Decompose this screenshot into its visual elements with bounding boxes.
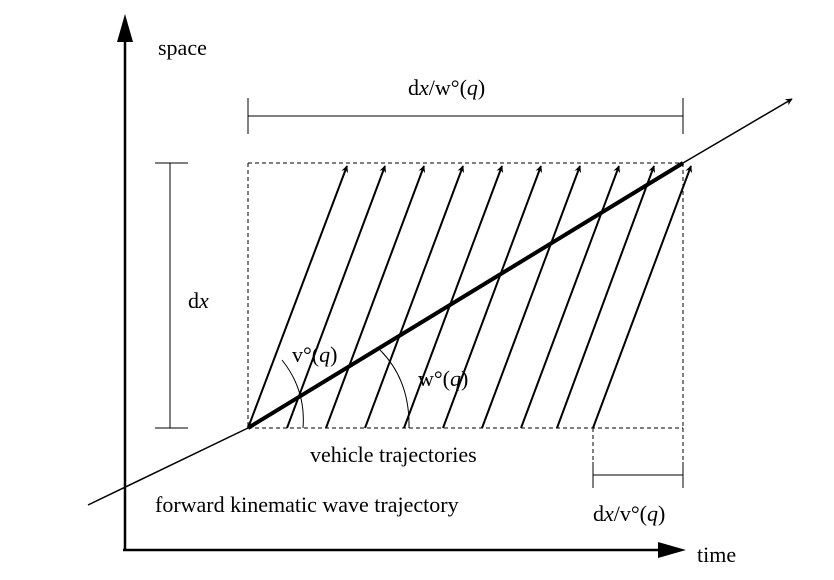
v-angle-arc: [281, 359, 304, 429]
vehicle-trajectory-2: [286, 165, 387, 429]
dx-label: dx: [188, 288, 209, 313]
vehicle-trajectories: [247, 165, 693, 429]
vehicle-trajectory-3: [325, 165, 426, 429]
forward-wave-main: [246, 161, 685, 430]
dx-v-label: dx/v°(q): [593, 501, 665, 526]
vehicle-trajectory-10: [592, 165, 693, 429]
axes: [117, 14, 686, 558]
dx-bracket: [155, 162, 188, 429]
forward-wave-lower: [87, 427, 249, 506]
vehicle-trajectory-8: [520, 165, 621, 429]
forward-wave-label: forward kinematic wave trajectory: [155, 492, 459, 517]
vehicle-trajectory-7: [481, 165, 582, 429]
v-angle-label: v°(q): [292, 342, 337, 367]
time-axis-arrow: [658, 542, 686, 558]
forward-wave: [87, 98, 793, 506]
w-angle-label: w°(q): [418, 366, 468, 391]
forward-wave-upper: [682, 98, 793, 164]
vehicle-trajectory-1: [247, 165, 349, 429]
space-axis-arrow: [117, 14, 133, 42]
vehicle-trajectory-4: [364, 165, 465, 429]
space-axis-label: space: [158, 35, 207, 60]
dx-w-bracket: [247, 98, 684, 134]
w-angle-arc: [379, 349, 410, 429]
dx-w-label: dx/w°(q): [408, 75, 485, 100]
vehicle-trajectories-label: vehicle trajectories: [310, 442, 477, 467]
time-axis-label: time: [697, 542, 736, 567]
vehicle-trajectory-9: [556, 165, 656, 429]
angle-arcs: [281, 349, 410, 429]
dashed-box: [247, 162, 684, 470]
vehicle-trajectory-6: [442, 165, 543, 429]
dx-v-bracket: [592, 462, 684, 488]
vehicle-trajectory-5: [403, 165, 504, 429]
